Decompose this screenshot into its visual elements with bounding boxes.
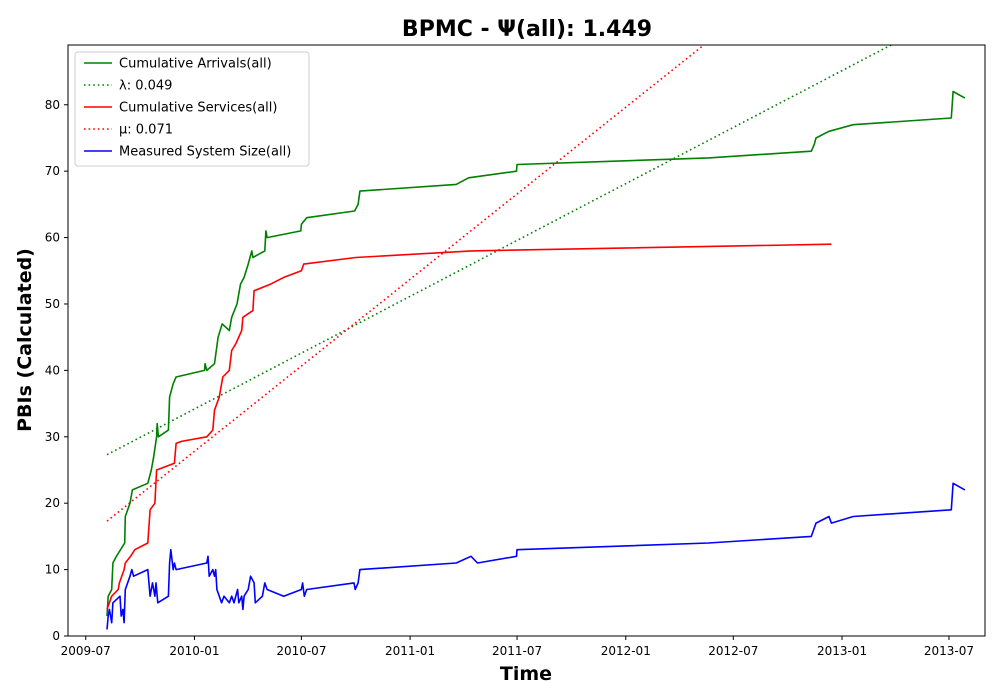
chart-title: BPMC - Ψ(all): 1.449 (402, 17, 652, 42)
y-tick-label-8: 80 (45, 98, 60, 112)
legend-label-1: λ: 0.049 (119, 79, 172, 94)
y-tick-label-6: 60 (45, 231, 60, 245)
series-line-4 (106, 482, 966, 630)
y-tick-label-1: 10 (45, 563, 60, 577)
legend-frame (74, 51, 310, 167)
series-line-2 (106, 243, 832, 610)
legend-label-4: Measured System Size(all) (119, 145, 291, 160)
plot-frame (67, 44, 986, 637)
legend-label-0: Cumulative Arrivals(all) (119, 57, 272, 72)
x-tick-label-4: 2011-07 (492, 644, 542, 658)
x-tick-label-3: 2011-01 (385, 644, 435, 658)
plot-area (67, 44, 986, 637)
series-line-3 (106, 45, 705, 522)
y-tick-label-7: 70 (45, 164, 60, 178)
x-tick-label-5: 2012-01 (601, 644, 651, 658)
x-tick-label-7: 2013-01 (817, 644, 867, 658)
x-axis: 2009-07 2010-01 2010-07 2011-01 2011-07 2012-… (61, 636, 974, 658)
y-tick-label-3: 30 (45, 430, 60, 444)
x-axis-label: Time (500, 663, 552, 685)
x-tick-label-1: 2010-01 (169, 644, 219, 658)
y-tick-label-2: 20 (45, 496, 60, 510)
x-tick-label-0: 2009-07 (61, 644, 111, 658)
legend-label-3: μ: 0.071 (119, 123, 173, 138)
y-tick-label-0: 0 (52, 629, 60, 643)
legend: Cumulative Arrivals(all) λ: 0.049 Cumulati… (74, 51, 310, 167)
x-tick-label-6: 2012-07 (708, 644, 758, 658)
y-tick-label-5: 50 (45, 297, 60, 311)
y-axis-label: PBIs (Calculated) (14, 248, 36, 432)
x-tick-label-8: 2013-07 (924, 644, 974, 658)
series-layer (106, 45, 966, 630)
legend-label-2: Cumulative Services(all) (119, 101, 277, 116)
x-tick-label-2: 2010-07 (276, 644, 326, 658)
y-axis: 0 10 20 30 40 50 60 70 80 (45, 98, 68, 643)
legend-items: Cumulative Arrivals(all) λ: 0.049 Cumulati… (84, 57, 291, 160)
series-line-0 (106, 90, 966, 617)
y-tick-label-4: 40 (45, 363, 60, 377)
